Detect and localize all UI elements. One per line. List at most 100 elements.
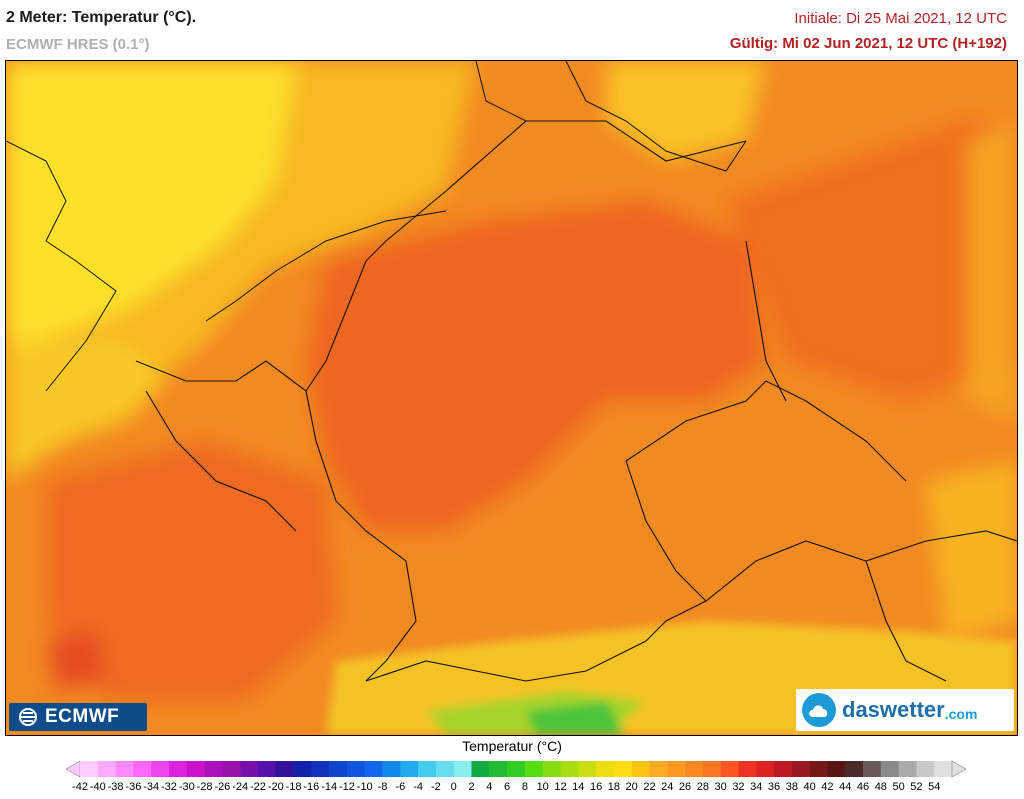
coastlines [6,61,747,392]
legend-tick-label: 2 [468,781,475,793]
country-borders [135,120,1017,682]
legend-swatch [186,761,205,777]
legend-tick-label: -16 [303,781,320,793]
legend-swatch [453,761,472,777]
legend-tick-label: -32 [161,781,177,793]
legend-swatch [489,761,508,777]
map-canvas [6,61,1017,735]
legend-swatch [560,761,579,777]
legend-tick-label: 16 [589,781,603,793]
legend-tick-label: -26 [214,781,231,793]
legend-arrow-right [951,760,966,778]
legend-tick-label: 22 [643,781,656,793]
legend-swatch [738,761,757,777]
legend-swatch [80,761,99,777]
legend-swatch [809,761,828,777]
legend-tick-label: 34 [750,781,763,793]
legend-tick-label: 6 [504,781,511,793]
legend-tick-label: -42 [72,781,88,793]
legend-tick-label: 20 [625,781,638,793]
legend-tick-label: -4 [413,781,423,793]
legend-tick-label: 10 [536,781,549,793]
legend-tick-label: -2 [431,781,441,793]
legend-tick-label: 30 [714,781,727,793]
legend-swatch [596,761,615,777]
legend-swatch [240,761,259,777]
legend-swatch [418,761,437,777]
legend-tick-label: 12 [554,781,567,793]
legend-swatch [507,761,526,777]
legend-swatch [204,761,223,777]
cool-zones [6,61,1017,641]
legend-swatch [667,761,686,777]
legend-tick-label: 38 [785,781,798,793]
legend-swatch [631,761,650,777]
legend-tick-label: -28 [196,781,213,793]
legend-tick-label: -10 [356,781,373,793]
legend-tick-label: -40 [89,781,106,793]
legend-swatch [435,761,455,777]
legend-tick-label: -34 [143,781,160,793]
legend-swatch [311,761,330,777]
cloud-icon [802,693,836,727]
legend-swatch [133,761,152,777]
legend-tick-label: 40 [803,781,816,793]
temperature-map[interactable]: ECMWF daswetter .com [5,60,1018,736]
legend-swatch [649,761,668,777]
heat-core [46,121,1017,701]
legend-swatch [578,761,597,777]
legend-swatch [168,761,188,777]
legend-swatch [542,761,561,777]
legend-swatch [382,761,401,777]
legend-swatch [222,761,241,777]
legend-swatch [827,761,846,777]
legend-tick-label: 50 [892,781,905,793]
legend-swatch [685,761,704,777]
legend-tick-label: 24 [661,781,674,793]
legend-tick-label: -30 [178,781,195,793]
legend-swatch [151,761,170,777]
legend-tick-label: 36 [767,781,781,793]
legend-swatch [898,761,917,777]
ecmwf-icon [19,708,37,726]
legend-tick-label: 4 [486,781,493,793]
legend-swatch [115,761,134,777]
legend-tick-label: -36 [125,781,142,793]
legend-tick-label: -38 [107,781,124,793]
ecmwf-logo: ECMWF [9,703,147,731]
legend-swatch [346,761,366,777]
legend-swatch [756,761,775,777]
legend-swatch [880,761,899,777]
legend-tick-label: -20 [267,781,284,793]
legend-tick-label: 8 [521,781,528,793]
legend-tick-label: 0 [450,781,457,793]
legend-swatch [845,761,864,777]
legend-tick-label: -18 [285,781,302,793]
legend-swatch [329,761,348,777]
legend-swatch [916,761,935,777]
legend-swatch [257,761,277,777]
legend-tick-label: 26 [678,781,692,793]
legend-title: Temperatur (°C) [462,738,562,754]
legend-swatch [293,761,312,777]
legend-tick-label: -24 [232,781,249,793]
legend-tick-label: 18 [607,781,620,793]
legend-tick-label: 52 [910,781,923,793]
legend-swatch [364,761,383,777]
daswetter-domain: .com [944,706,978,722]
model-label: ECMWF HRES (0.1°) [6,36,150,53]
legend-tick-label: -22 [250,781,266,793]
legend-tick-label: -12 [338,781,355,793]
legend-tick-label: 44 [839,781,852,793]
legend-swatch [863,761,882,777]
legend-tick-label: 46 [856,781,870,793]
legend-swatch [97,761,116,777]
daswetter-text: daswetter [842,697,945,722]
legend-swatch [934,761,953,777]
ecmwf-text: ECMWF [45,706,120,727]
legend-swatch [471,761,490,777]
legend-swatch [702,761,721,777]
valid-time: Gültig: Mi 02 Jun 2021, 12 UTC (H+192) [729,35,1007,52]
daswetter-logo[interactable]: daswetter .com [796,689,1014,731]
legend-tick-label: 48 [874,781,887,793]
